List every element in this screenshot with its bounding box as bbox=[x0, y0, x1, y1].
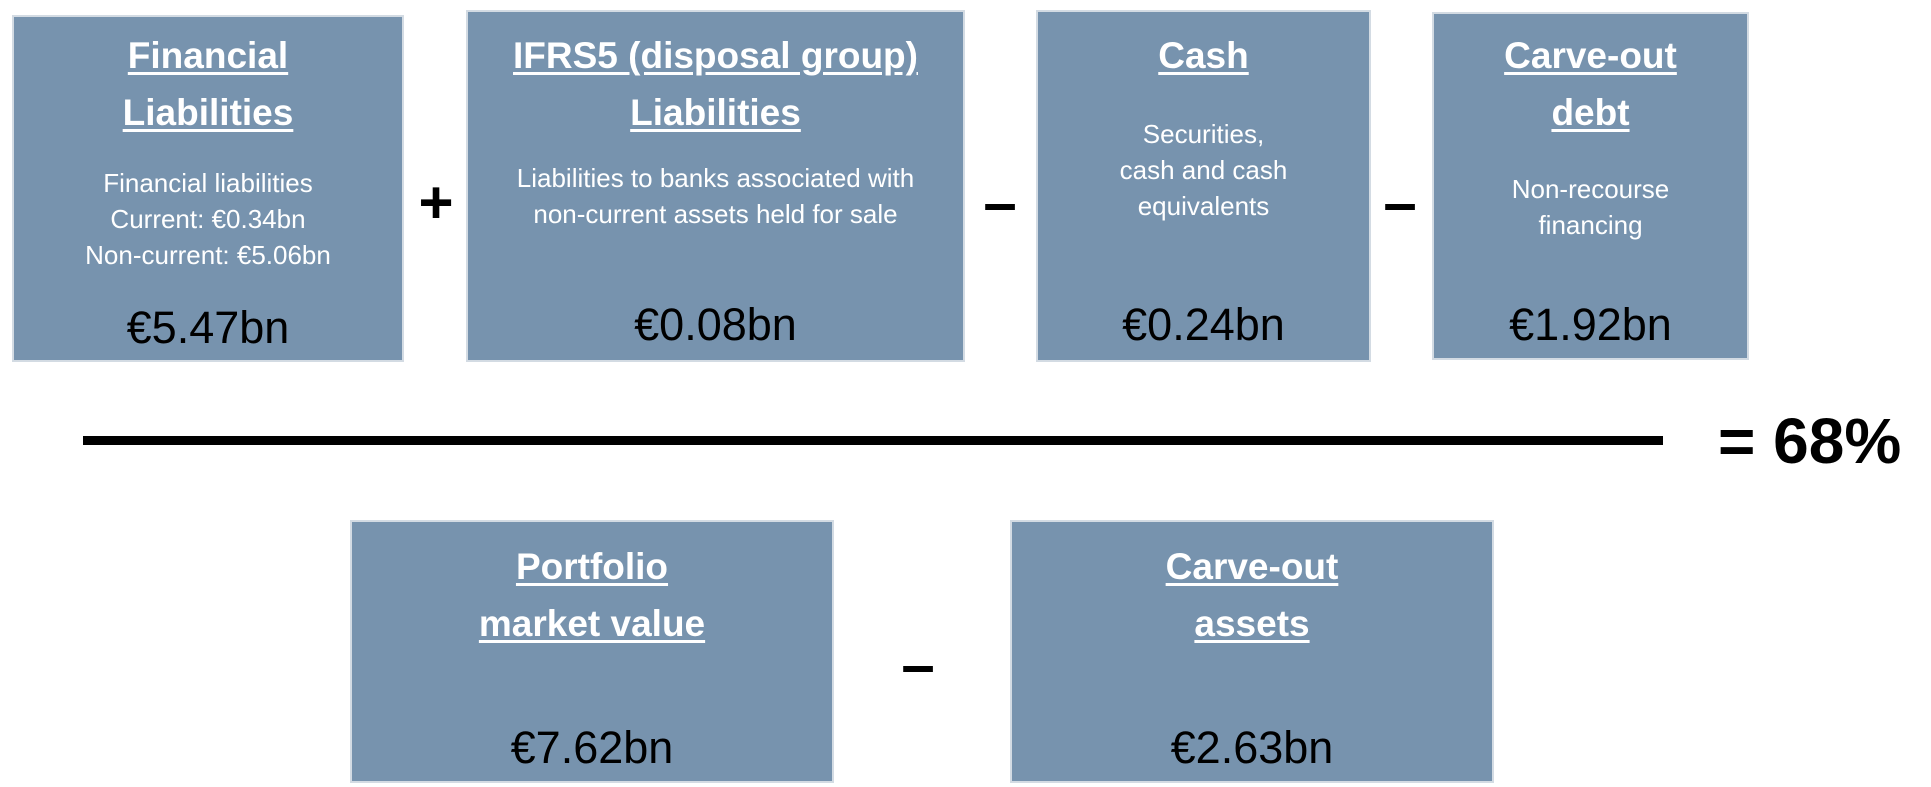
operator: + bbox=[418, 169, 454, 236]
result: = 68% bbox=[1718, 405, 1902, 477]
term-box: Carve-out assets €2.63bn bbox=[1010, 520, 1494, 783]
term-description: Liabilities to banks associated with bbox=[516, 163, 915, 193]
term-box: Financial Liabilities Financial liabilitie… bbox=[12, 15, 404, 362]
term-description: Non-current: €5.06bn bbox=[85, 240, 331, 270]
term-title: Liabilities bbox=[122, 92, 294, 133]
term-description: Non-recourse bbox=[1511, 174, 1670, 204]
term-box: IFRS5 (disposal group) Liabilities Liabili… bbox=[466, 10, 965, 362]
fraction-bar bbox=[83, 436, 1663, 445]
term-description: Securities, bbox=[1142, 119, 1265, 149]
term-value: €2.63bn bbox=[1170, 722, 1334, 773]
term-title: Financial bbox=[127, 35, 289, 76]
term-value: €0.24bn bbox=[1122, 299, 1285, 350]
term-title: IFRS5 (disposal group) bbox=[513, 35, 918, 76]
term-title: Carve-out bbox=[1165, 546, 1339, 587]
term-title: market value bbox=[478, 603, 706, 644]
term-title: assets bbox=[1194, 603, 1310, 644]
term-value: €7.62bn bbox=[510, 722, 674, 773]
term-box: Cash Securities, cash and cash equivalents €… bbox=[1036, 10, 1371, 362]
term-description: cash and cash bbox=[1119, 155, 1288, 185]
term-box: Carve-out debt Non-recourse financing €1.92b… bbox=[1432, 12, 1749, 360]
term-description: financing bbox=[1538, 210, 1643, 240]
term-box: Portfolio market value €7.62bn bbox=[350, 520, 834, 783]
term-title: debt bbox=[1551, 92, 1630, 133]
term-title: Carve-out bbox=[1504, 35, 1677, 76]
term-description: non-current assets held for sale bbox=[533, 199, 898, 229]
term-value: €5.47bn bbox=[126, 302, 290, 353]
term-title: Cash bbox=[1158, 35, 1249, 76]
operator: – bbox=[901, 631, 935, 698]
term-title: Portfolio bbox=[515, 546, 669, 587]
term-description: Current: €0.34bn bbox=[110, 204, 306, 234]
term-value: €0.08bn bbox=[634, 299, 797, 350]
term-description: equivalents bbox=[1137, 191, 1270, 221]
term-title: Liabilities bbox=[630, 92, 801, 133]
operator: – bbox=[983, 169, 1017, 236]
term-value: €1.92bn bbox=[1509, 299, 1672, 350]
term-description: Financial liabilities bbox=[103, 168, 313, 198]
operator: – bbox=[1383, 169, 1417, 236]
